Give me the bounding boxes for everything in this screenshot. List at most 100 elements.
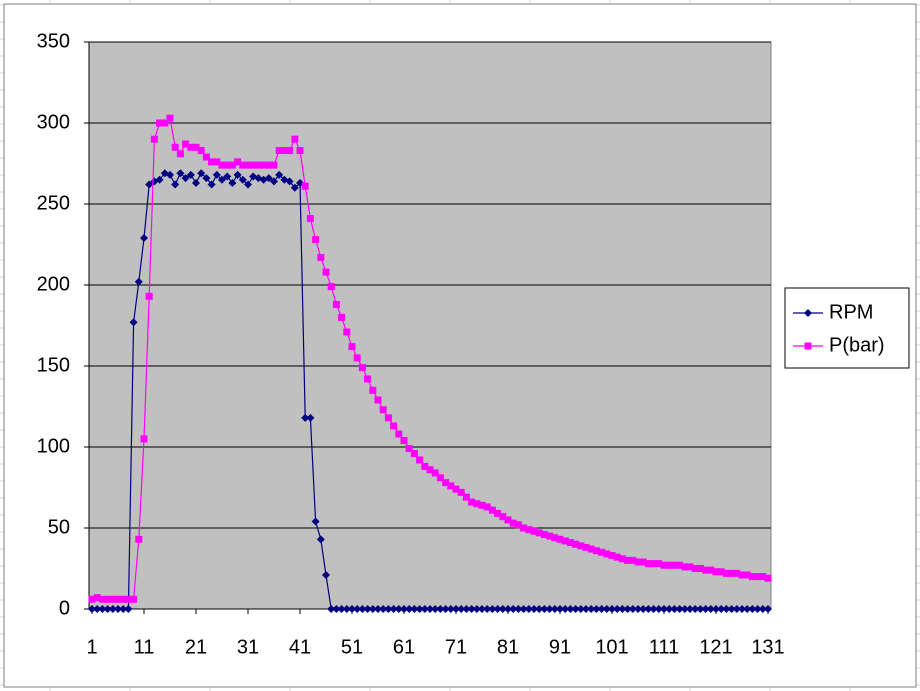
point xyxy=(171,143,179,151)
point xyxy=(103,605,112,613)
point xyxy=(504,516,512,524)
point xyxy=(732,605,741,613)
x-tick-label: 51 xyxy=(341,636,363,658)
y-tick-label: 100 xyxy=(37,435,70,457)
point xyxy=(93,594,101,602)
point xyxy=(369,386,377,394)
point xyxy=(665,561,673,569)
x-tick-label: 101 xyxy=(595,636,628,658)
point xyxy=(525,526,533,534)
point xyxy=(738,605,746,613)
point xyxy=(608,552,616,560)
point xyxy=(316,535,325,544)
point xyxy=(706,605,715,613)
point xyxy=(244,161,252,169)
point xyxy=(176,169,185,178)
x-tick-label: 1 xyxy=(86,636,97,658)
point xyxy=(176,150,184,158)
point xyxy=(701,605,710,613)
point xyxy=(327,605,336,613)
point xyxy=(592,547,600,555)
point xyxy=(290,183,299,192)
point xyxy=(285,177,294,186)
point xyxy=(390,422,398,430)
point xyxy=(244,180,252,189)
x-tick-label: 91 xyxy=(549,636,571,658)
point xyxy=(166,170,174,179)
point xyxy=(530,605,538,613)
point xyxy=(114,595,122,603)
point xyxy=(748,605,757,613)
point xyxy=(519,605,528,613)
point xyxy=(379,605,388,613)
x-tick-label: 61 xyxy=(393,636,415,658)
x-tick-label: 41 xyxy=(289,636,311,658)
x-tick-label: 21 xyxy=(185,636,207,658)
point xyxy=(327,283,335,291)
point xyxy=(452,605,460,613)
point xyxy=(556,535,564,543)
point xyxy=(306,215,314,223)
point xyxy=(114,605,122,613)
point xyxy=(613,605,622,613)
point xyxy=(353,605,362,613)
point xyxy=(649,605,658,613)
point xyxy=(598,548,606,556)
point xyxy=(582,605,590,613)
point xyxy=(342,605,351,613)
x-tick-label: 71 xyxy=(445,636,467,658)
point xyxy=(187,143,195,151)
point xyxy=(524,605,533,613)
point xyxy=(124,605,133,613)
point xyxy=(389,605,398,613)
point xyxy=(618,555,626,563)
point xyxy=(670,605,679,613)
point xyxy=(655,560,663,568)
point xyxy=(312,236,320,244)
point xyxy=(665,605,674,613)
point xyxy=(405,445,413,453)
point xyxy=(488,605,497,613)
point xyxy=(436,474,444,482)
point xyxy=(415,605,424,613)
point xyxy=(644,560,652,568)
point xyxy=(478,605,486,613)
point xyxy=(483,503,491,511)
point xyxy=(764,605,772,613)
point xyxy=(613,553,621,561)
point xyxy=(712,605,720,613)
plot-area xyxy=(88,41,772,610)
point xyxy=(275,147,283,155)
point xyxy=(140,435,148,443)
point xyxy=(197,169,206,178)
point xyxy=(535,605,544,613)
point xyxy=(98,595,106,603)
point xyxy=(472,605,481,613)
point xyxy=(218,161,226,169)
point xyxy=(468,498,476,506)
point xyxy=(181,174,190,183)
point xyxy=(410,449,418,457)
point xyxy=(145,180,154,189)
point xyxy=(348,605,356,613)
point xyxy=(483,605,492,613)
point xyxy=(639,605,648,613)
point xyxy=(374,605,382,613)
point xyxy=(603,550,611,558)
point xyxy=(660,561,668,569)
point xyxy=(384,605,393,613)
point xyxy=(239,161,247,169)
point xyxy=(722,605,731,613)
point xyxy=(394,605,403,613)
x-tick-label: 121 xyxy=(699,636,732,658)
point xyxy=(134,277,143,286)
point xyxy=(488,506,496,514)
point xyxy=(234,158,242,166)
point xyxy=(509,519,517,527)
point xyxy=(654,605,663,613)
point xyxy=(140,234,148,243)
point xyxy=(467,605,476,613)
point xyxy=(421,462,429,470)
point xyxy=(696,605,705,613)
point xyxy=(296,147,304,155)
